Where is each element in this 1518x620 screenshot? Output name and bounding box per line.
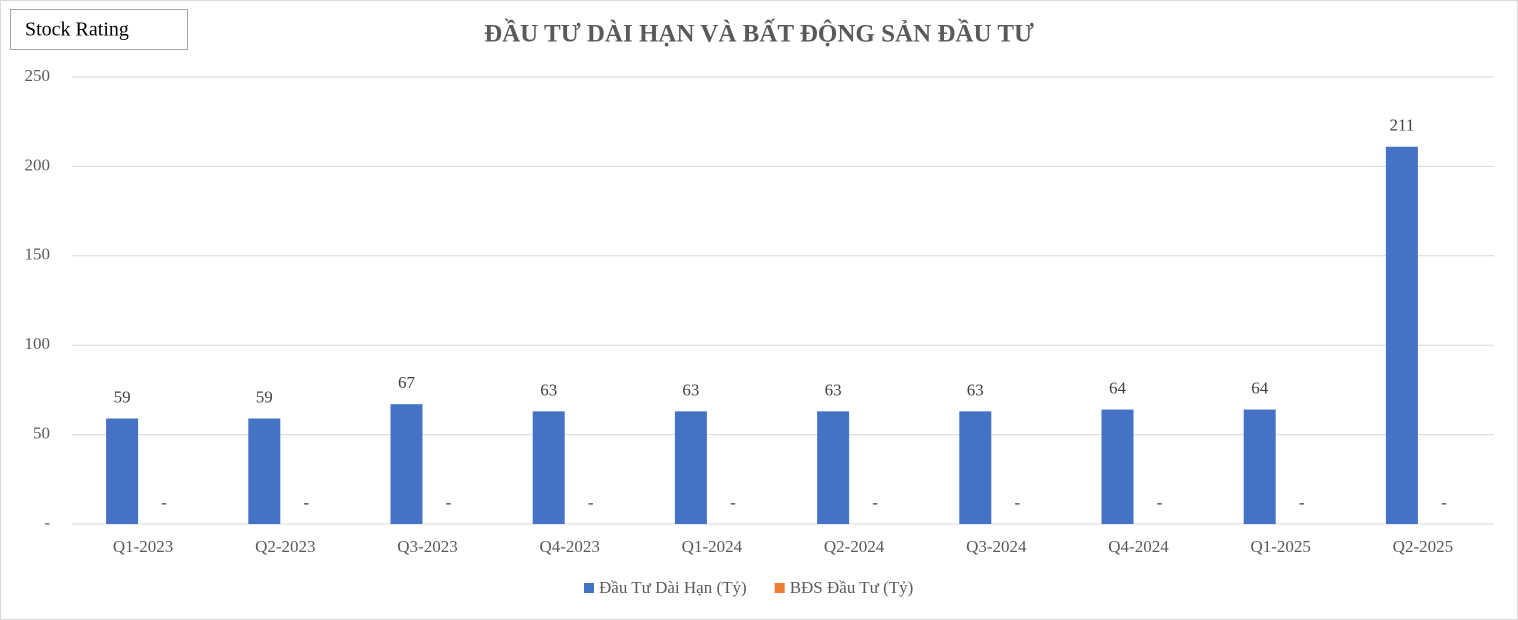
y-tick-label: 150 [25, 245, 51, 264]
data-label: - [1014, 493, 1020, 512]
data-label: 59 [114, 387, 131, 406]
x-tick-label: Q2-2025 [1393, 537, 1453, 556]
x-tick-label: Q1-2024 [682, 537, 743, 556]
data-label: 59 [256, 387, 273, 406]
x-tick-label: Q1-2023 [113, 537, 173, 556]
data-label: - [588, 493, 594, 512]
bar [817, 411, 850, 524]
data-label: 63 [825, 380, 842, 399]
y-tick-label: - [44, 513, 50, 532]
data-label: - [446, 493, 452, 512]
data-label: 63 [682, 380, 699, 399]
bar [674, 411, 707, 524]
data-label: 211 [1389, 116, 1414, 135]
bar [1385, 146, 1418, 524]
data-label: - [161, 493, 167, 512]
y-tick-label: 250 [25, 66, 51, 85]
bar [106, 418, 139, 524]
legend-label: BĐS Đầu Tư (Tỷ) [790, 578, 914, 597]
x-tick-label: Q4-2023 [539, 537, 599, 556]
x-tick-label: Q1-2025 [1250, 537, 1310, 556]
data-label: - [1299, 493, 1305, 512]
legend-label: Đầu Tư Dài Hạn (Tỷ) [599, 578, 747, 597]
data-label: - [1157, 493, 1163, 512]
data-label: 64 [1251, 378, 1269, 397]
x-tick-label: Q4-2024 [1108, 537, 1169, 556]
y-tick-label: 100 [25, 334, 51, 353]
legend-swatch [584, 583, 594, 593]
data-label: 63 [967, 380, 984, 399]
chart-title: ĐẦU TƯ DÀI HẠN VÀ BẤT ĐỘNG SẢN ĐẦU TƯ [484, 19, 1034, 48]
bar [959, 411, 992, 524]
bar [532, 411, 565, 524]
data-label: 63 [540, 380, 557, 399]
badge-box [10, 9, 188, 50]
bar [248, 418, 281, 524]
data-label: - [872, 493, 878, 512]
data-label: - [730, 493, 736, 512]
legend-swatch [774, 583, 785, 593]
bar [390, 404, 423, 524]
y-tick-label: 200 [25, 155, 51, 174]
x-tick-label: Q2-2024 [824, 537, 885, 556]
x-tick-label: Q3-2024 [966, 537, 1027, 556]
data-label: 64 [1109, 378, 1127, 397]
x-tick-label: Q2-2023 [255, 537, 315, 556]
x-tick-label: Q3-2023 [397, 537, 457, 556]
data-label: 67 [398, 373, 416, 392]
y-tick-label: 50 [33, 424, 50, 443]
data-label: - [303, 493, 309, 512]
bar [1243, 409, 1276, 524]
data-label: - [1441, 493, 1447, 512]
bar [1101, 409, 1134, 524]
badge: Stock Rating [25, 19, 129, 41]
